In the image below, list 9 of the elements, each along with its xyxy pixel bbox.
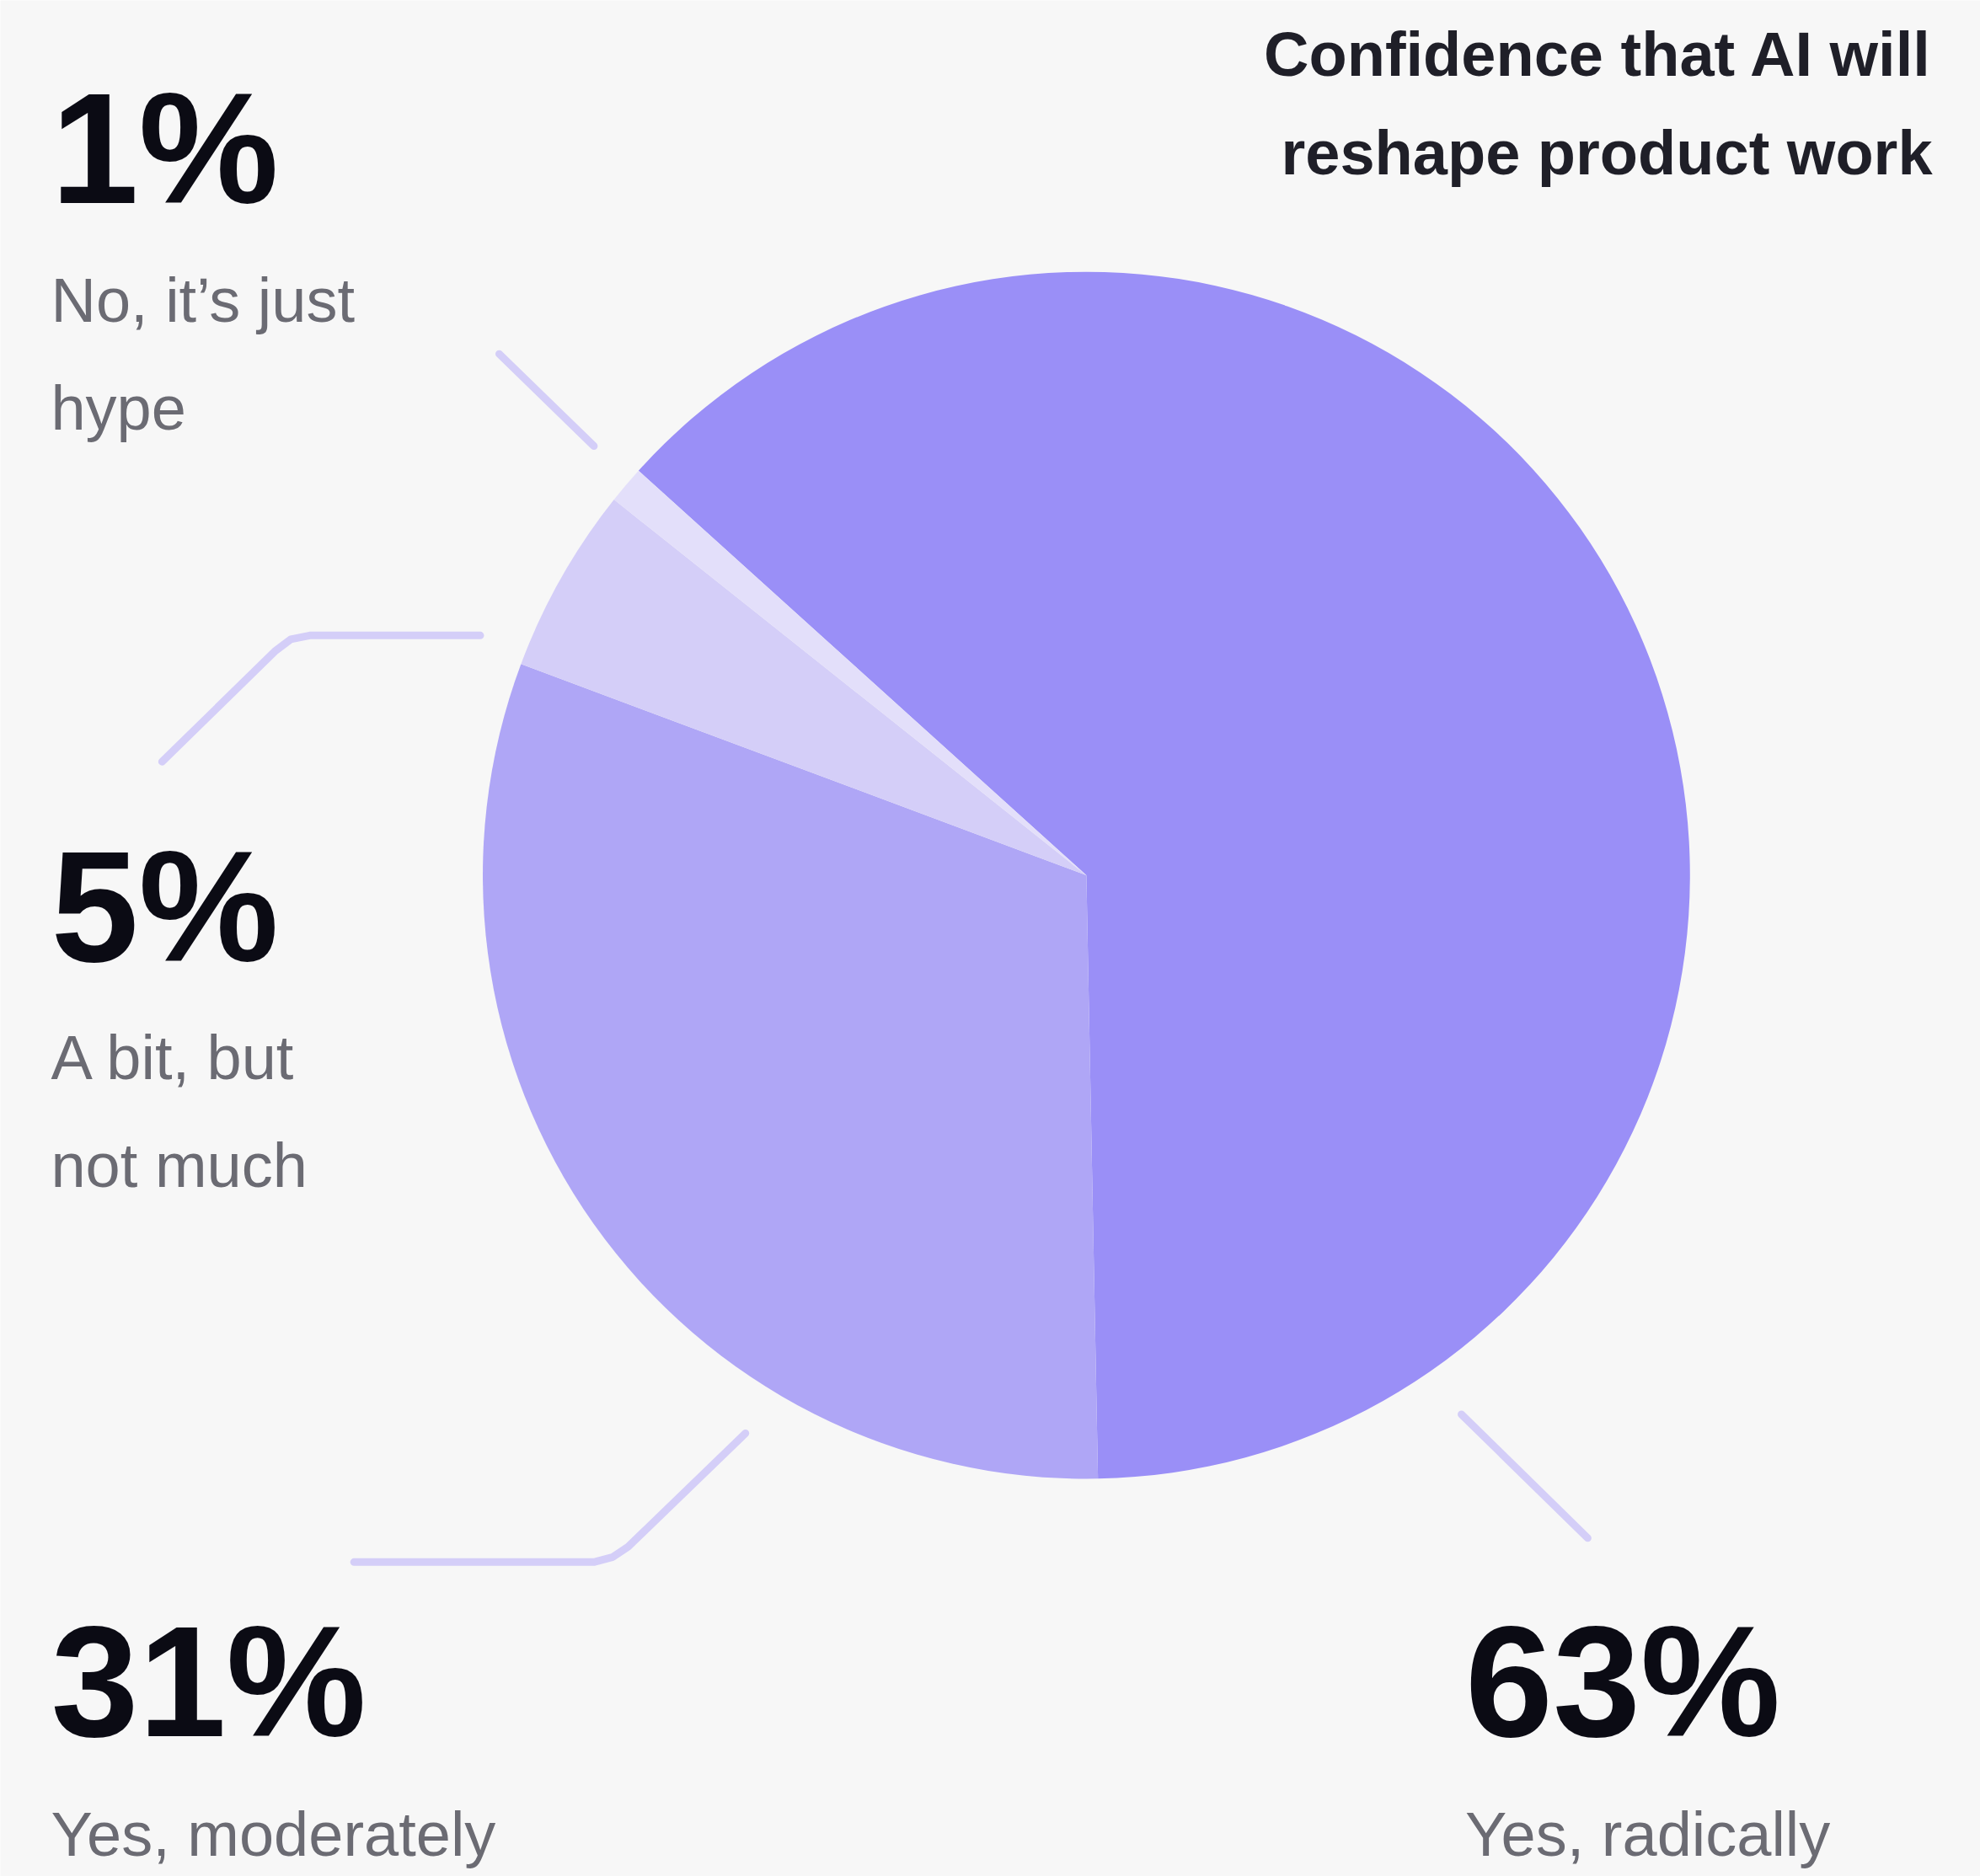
slice-label: Yes, radically [1465,1799,1831,1870]
slice-label: No, it’s just hype [51,265,356,443]
slice-label: Yes, moderately [51,1799,496,1870]
data-label: 1% [51,61,279,238]
slice-label: A bit, but not much [51,1023,308,1200]
data-label: 63% [1465,1593,1781,1770]
chart-title: Confidence that AI will reshape product work [1264,19,1934,188]
data-label: 5% [51,818,279,995]
data-label: 31% [51,1593,367,1770]
